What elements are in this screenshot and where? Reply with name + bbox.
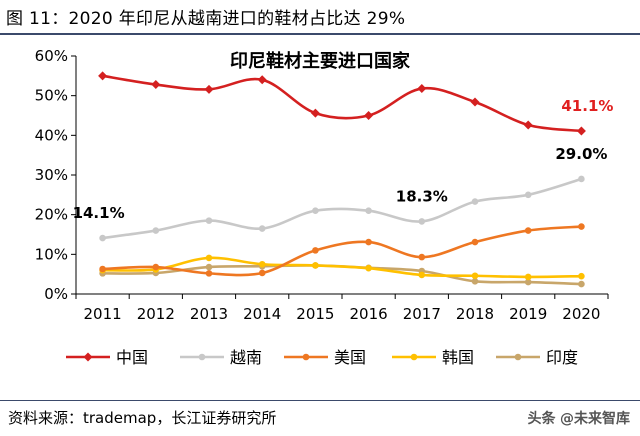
data-point bbox=[471, 272, 479, 280]
series-line bbox=[102, 177, 582, 240]
legend-marker bbox=[514, 353, 522, 361]
data-point bbox=[99, 265, 106, 273]
data-point bbox=[258, 269, 266, 277]
data-point bbox=[578, 280, 585, 288]
legend-marker bbox=[302, 353, 310, 361]
series-lines bbox=[98, 71, 586, 288]
watermark-name: @未来智库 bbox=[560, 411, 630, 427]
data-label: 29.0% bbox=[555, 145, 607, 163]
data-point bbox=[576, 126, 586, 136]
data-point bbox=[418, 271, 426, 279]
x-tick-label: 2020 bbox=[562, 305, 600, 323]
legend-item-印度: 印度 bbox=[496, 348, 578, 367]
data-point bbox=[578, 223, 585, 230]
data-point bbox=[365, 264, 372, 272]
data-point bbox=[365, 238, 372, 246]
data-point bbox=[523, 120, 533, 130]
legend-item-越南: 越南 bbox=[180, 348, 262, 367]
data-point bbox=[99, 234, 106, 242]
legend-label: 印度 bbox=[546, 348, 578, 367]
legend-item-中国: 中国 bbox=[66, 348, 148, 367]
x-tick-label: 2019 bbox=[509, 305, 547, 323]
source-note: 资料来源：trademap，长江证券研究所 bbox=[8, 409, 277, 427]
data-point bbox=[257, 75, 267, 85]
data-labels: 41.1% 29.0% 18.3% 14.1% bbox=[73, 97, 614, 222]
data-point bbox=[205, 263, 213, 271]
bottom-rule bbox=[0, 400, 640, 401]
y-tick-label: 50% bbox=[35, 87, 68, 105]
data-point bbox=[312, 207, 319, 214]
data-point bbox=[310, 108, 320, 118]
line-chart: 印尼鞋材主要进口国家 0% 10% 20% 30% 40% 50% 60% 2011 2012… bbox=[35, 47, 614, 367]
x-tick-label: 2017 bbox=[403, 305, 441, 323]
legend-label: 美国 bbox=[334, 348, 366, 367]
chart-title: 印尼鞋材主要进口国家 bbox=[230, 50, 411, 72]
data-point bbox=[151, 80, 161, 90]
series-line bbox=[102, 225, 582, 277]
data-label: 41.1% bbox=[561, 97, 613, 115]
data-point bbox=[205, 254, 213, 262]
data-point bbox=[417, 84, 427, 94]
top-rule bbox=[0, 33, 640, 35]
data-point bbox=[312, 262, 319, 269]
x-tick-label: 2013 bbox=[190, 305, 228, 323]
data-point bbox=[524, 278, 532, 286]
y-tick-label: 0% bbox=[44, 285, 68, 303]
data-point bbox=[98, 71, 108, 81]
legend-label: 越南 bbox=[230, 348, 262, 367]
data-point bbox=[524, 273, 532, 281]
data-label: 18.3% bbox=[396, 187, 448, 205]
series-美国 bbox=[99, 223, 585, 277]
watermark: 头条 @未来智库 bbox=[528, 408, 630, 428]
legend-label: 韩国 bbox=[442, 348, 474, 367]
data-point bbox=[365, 207, 372, 214]
watermark-prefix: 头条 bbox=[527, 411, 556, 427]
x-tick-label: 2015 bbox=[296, 305, 334, 323]
x-tick-label: 2014 bbox=[243, 305, 281, 323]
x-tick-label: 2011 bbox=[84, 305, 122, 323]
data-point bbox=[524, 191, 532, 199]
data-point bbox=[312, 247, 319, 254]
legend: 中国 越南 美国 韩国 印度 bbox=[66, 348, 578, 367]
data-point bbox=[418, 218, 426, 225]
figure-title: 图 11：2020 年印尼从越南进口的鞋材占比达 29% bbox=[6, 9, 406, 29]
series-中国 bbox=[98, 71, 586, 136]
y-tick-label: 20% bbox=[35, 206, 68, 224]
x-tick-label: 2012 bbox=[137, 305, 175, 323]
x-tick-label: 2018 bbox=[456, 305, 494, 323]
data-point bbox=[152, 263, 160, 271]
legend-label: 中国 bbox=[116, 348, 148, 367]
data-point bbox=[258, 225, 266, 232]
x-axis: 2011 2012 2013 2014 2015 2016 2017 2018 2019 2020 bbox=[75, 293, 609, 323]
data-point bbox=[471, 238, 479, 246]
data-point bbox=[205, 270, 213, 277]
y-axis: 0% 10% 20% 30% 40% 50% 60% bbox=[35, 47, 77, 303]
series-line bbox=[102, 256, 582, 279]
data-point bbox=[471, 278, 479, 285]
y-tick-label: 10% bbox=[35, 245, 68, 263]
data-point bbox=[471, 198, 479, 205]
data-point bbox=[470, 97, 480, 107]
y-tick-label: 30% bbox=[35, 166, 68, 184]
legend-marker bbox=[198, 353, 206, 361]
legend-marker bbox=[83, 352, 93, 362]
data-point bbox=[204, 84, 214, 94]
legend-item-美国: 美国 bbox=[284, 348, 366, 367]
data-point bbox=[578, 175, 585, 183]
data-point bbox=[524, 227, 532, 234]
data-point bbox=[205, 217, 213, 224]
series-line bbox=[102, 74, 582, 133]
data-label: 14.1% bbox=[73, 204, 125, 222]
data-point bbox=[152, 227, 160, 234]
y-tick-label: 60% bbox=[35, 47, 68, 65]
x-tick-label: 2016 bbox=[350, 305, 388, 323]
legend-item-韩国: 韩国 bbox=[392, 348, 474, 367]
series-越南 bbox=[99, 175, 585, 242]
data-point bbox=[418, 253, 426, 261]
data-point bbox=[258, 260, 266, 268]
data-point bbox=[578, 272, 585, 280]
data-point bbox=[364, 111, 374, 120]
legend-marker bbox=[410, 353, 418, 361]
y-tick-label: 40% bbox=[35, 126, 68, 144]
